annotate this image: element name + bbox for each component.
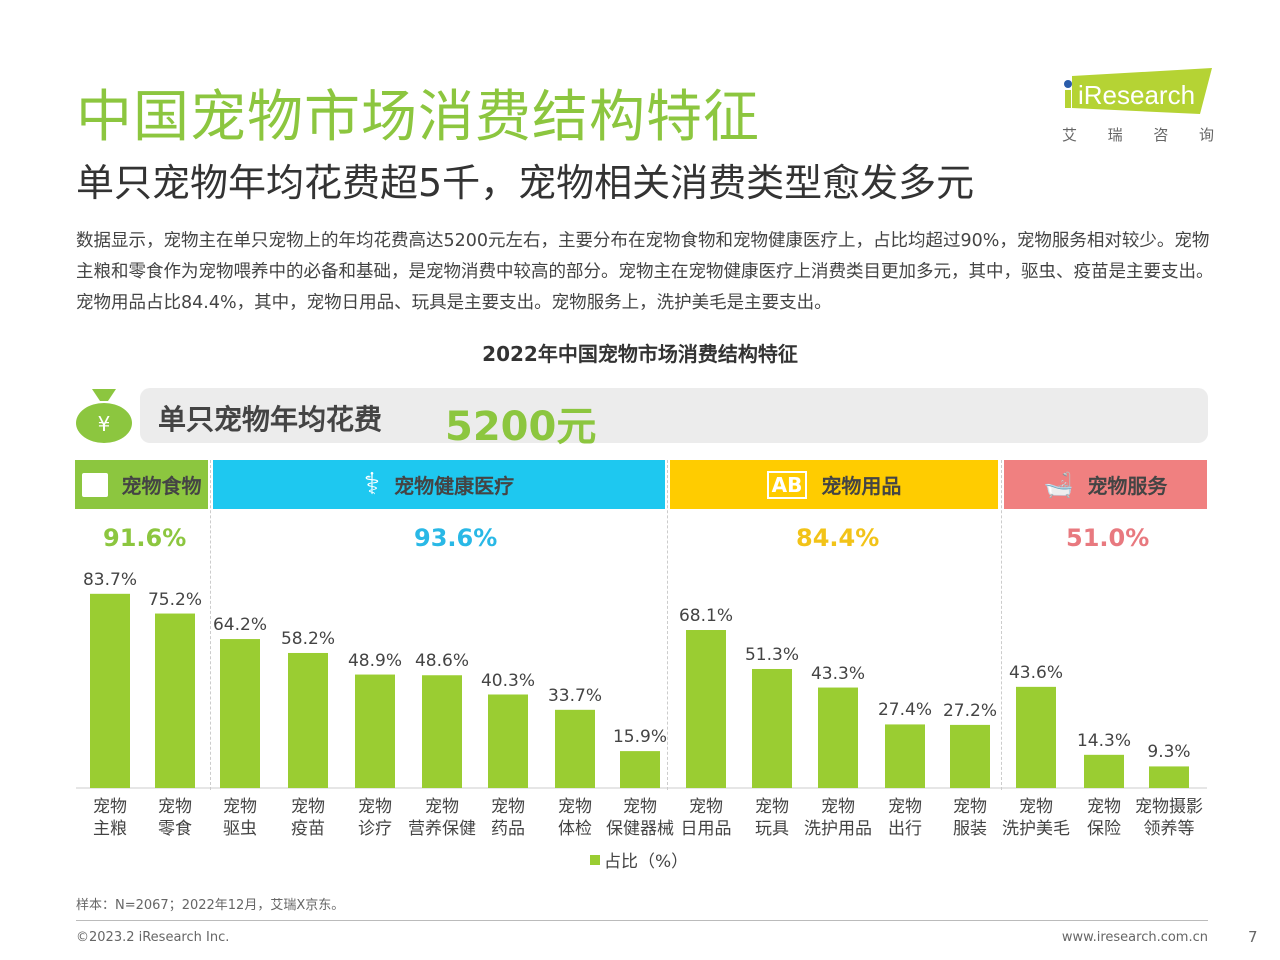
category-service-pct: 51.0% <box>1066 524 1150 552</box>
group-divider <box>1001 460 1002 790</box>
legend-swatch <box>590 854 600 865</box>
page-subtitle: 单只宠物年均花费超5千，宠物相关消费类型愈发多元 <box>76 161 975 205</box>
ab-block-icon: AB <box>766 470 808 499</box>
description: 数据显示，宠物主在单只宠物上的年均花费高达5200元左右，主要分布在宠物食物和宠… <box>76 231 1214 313</box>
annual-spend-value: 5200元 <box>445 404 597 450</box>
category-food-pct: 91.6% <box>103 524 187 552</box>
x-tick-label: 宠物 体检 <box>558 797 592 839</box>
x-tick-label: 宠物 服装 <box>953 797 987 839</box>
x-tick-label: 宠物 洗护美毛 <box>1002 797 1070 839</box>
category-supplies-pct: 84.4% <box>796 524 880 552</box>
bar <box>1084 754 1124 788</box>
data-label: 48.9% <box>347 650 402 671</box>
data-label: 33.7% <box>547 685 602 706</box>
pet-food-icon <box>81 472 108 497</box>
page-title: 中国宠物市场消费结构特征 <box>76 85 760 150</box>
x-tick-label: 宠物摄影 领养等 <box>1135 797 1203 839</box>
bar <box>555 709 595 788</box>
x-tick-label: 宠物 驱虫 <box>223 797 257 839</box>
stethoscope-icon: ⚕ <box>363 467 381 502</box>
bar <box>422 675 462 788</box>
data-label: 75.2% <box>147 589 202 610</box>
data-label: 40.3% <box>480 670 535 691</box>
category-food: 宠物食物 <box>75 460 208 509</box>
bar <box>1016 686 1056 788</box>
bar <box>686 630 726 788</box>
x-tick-label: 宠物 玩具 <box>755 797 789 839</box>
source-note: 样本：N=2067；2022年12月，艾瑞X京东。 <box>76 898 345 913</box>
x-tick-label: 宠物 日用品 <box>680 797 732 839</box>
bar <box>752 668 792 788</box>
data-label: 43.6% <box>1008 662 1063 683</box>
copyright: ©2023.2 iResearch Inc. <box>76 930 230 945</box>
x-tick-label: 宠物 药品 <box>491 797 525 839</box>
data-label: 51.3% <box>744 644 799 665</box>
svg-text:¥: ¥ <box>98 412 111 436</box>
bar <box>620 751 660 788</box>
pet-bath-icon: 🛁 <box>1043 470 1074 499</box>
data-label: 9.3% <box>1147 742 1191 763</box>
logo-cn: 艾瑞咨询 <box>1062 126 1214 144</box>
annual-spend-label: 单只宠物年均花费 <box>158 403 383 436</box>
group-divider <box>210 460 211 790</box>
website-url: www.iresearch.com.cn <box>1061 930 1208 945</box>
group-divider <box>667 460 668 790</box>
data-label: 14.3% <box>1076 730 1131 751</box>
annual-spend-bar <box>140 388 1208 443</box>
x-tick-label: 宠物 疫苗 <box>291 797 325 839</box>
data-label: 48.6% <box>414 651 469 672</box>
bar <box>950 724 990 788</box>
bar <box>1149 766 1189 788</box>
category-service: 🛁 宠物服务 <box>1004 460 1207 509</box>
bar <box>885 724 925 788</box>
data-label: 68.1% <box>678 606 733 626</box>
bar <box>220 639 260 788</box>
data-label: 27.4% <box>877 700 932 721</box>
x-tick-label: 宠物 洗护用品 <box>804 797 872 839</box>
iresearch-logo: iResearch <box>1064 68 1212 114</box>
bar <box>355 674 395 788</box>
x-tick-label: 宠物 营养保健 <box>408 797 476 839</box>
bar <box>818 687 858 788</box>
data-label: 15.9% <box>612 727 667 748</box>
data-label: 27.2% <box>942 700 997 721</box>
category-health: ⚕ 宠物健康医疗 <box>213 460 665 509</box>
data-label: 83.7% <box>82 569 137 590</box>
data-label: 43.3% <box>810 663 865 684</box>
category-supplies: AB 宠物用品 <box>670 460 998 509</box>
category-health-pct: 93.6% <box>414 524 498 552</box>
bar <box>155 613 195 788</box>
x-tick-label: 宠物 保健器械 <box>606 797 674 839</box>
footer-divider <box>76 920 1208 921</box>
chart-title: 2022年中国宠物市场消费结构特征 <box>482 342 798 366</box>
svg-text:iResearch: iResearch <box>1078 80 1195 110</box>
money-bag-icon: ¥ <box>76 389 132 443</box>
bar <box>488 694 528 788</box>
x-tick-label: 宠物 出行 <box>888 797 922 839</box>
x-tick-label: 宠物 保险 <box>1087 797 1121 839</box>
x-tick-label: 宠物 主粮 <box>93 797 127 839</box>
data-label: 64.2% <box>212 615 267 636</box>
bar <box>288 652 328 788</box>
page-number: 7 <box>1248 928 1258 946</box>
x-tick-label: 宠物 诊疗 <box>358 797 392 839</box>
bar <box>90 593 130 788</box>
x-tick-label: 宠物 零食 <box>158 797 192 839</box>
legend: 占比（%） <box>590 847 688 872</box>
data-label: 58.2% <box>280 628 335 649</box>
